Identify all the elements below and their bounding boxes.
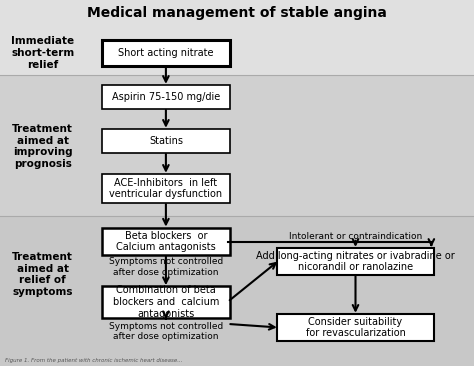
Text: Medical management of stable angina: Medical management of stable angina: [87, 6, 387, 20]
Text: Figure 1. From the patient with chronic ischemic heart disease...: Figure 1. From the patient with chronic …: [5, 358, 182, 363]
FancyBboxPatch shape: [102, 228, 230, 255]
Text: Symptoms not controlled
after dose optimization: Symptoms not controlled after dose optim…: [109, 257, 223, 277]
FancyBboxPatch shape: [102, 85, 230, 109]
FancyBboxPatch shape: [102, 129, 230, 153]
Text: Combination of beta
blockers and  calcium
antagonists: Combination of beta blockers and calcium…: [113, 285, 219, 318]
Text: Intolerant or contraindication: Intolerant or contraindication: [289, 232, 422, 240]
Text: Treatment
aimed at
relief of
symptoms: Treatment aimed at relief of symptoms: [12, 252, 73, 297]
Text: Beta blockers  or
Calcium antagonists: Beta blockers or Calcium antagonists: [116, 231, 216, 253]
Bar: [0, 0, 474, 75]
Text: Add long-acting nitrates or ivabradine or
nicorandil or ranolazine: Add long-acting nitrates or ivabradine o…: [256, 251, 455, 273]
Text: Short acting nitrate: Short acting nitrate: [118, 48, 214, 58]
FancyBboxPatch shape: [277, 248, 434, 276]
Bar: [0, 216, 474, 366]
FancyBboxPatch shape: [102, 40, 230, 66]
Text: ACE-Inhibitors  in left
ventricular dysfunction: ACE-Inhibitors in left ventricular dysfu…: [109, 178, 222, 199]
Text: Consider suitability
for revascularization: Consider suitability for revascularizati…: [306, 317, 405, 339]
Text: Symptoms not controlled
after dose optimization: Symptoms not controlled after dose optim…: [109, 321, 223, 341]
Bar: [0, 75, 474, 216]
FancyBboxPatch shape: [277, 314, 434, 341]
Text: Immediate
short-term
relief: Immediate short-term relief: [11, 37, 74, 70]
FancyBboxPatch shape: [102, 286, 230, 318]
Text: Statins: Statins: [149, 136, 183, 146]
Text: Aspirin 75-150 mg/die: Aspirin 75-150 mg/die: [112, 92, 220, 102]
FancyBboxPatch shape: [102, 174, 230, 203]
Text: Treatment
aimed at
improving
prognosis: Treatment aimed at improving prognosis: [12, 124, 73, 169]
